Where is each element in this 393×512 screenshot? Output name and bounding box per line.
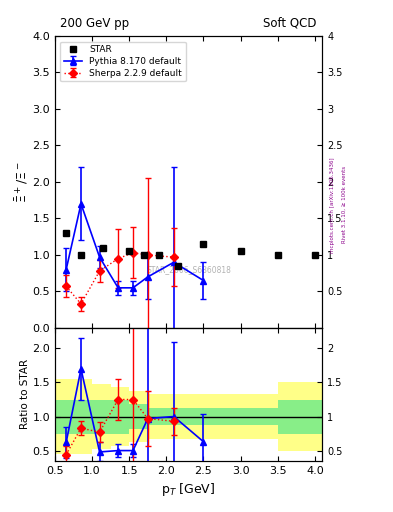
Text: STAR_2006_S6860818: STAR_2006_S6860818 bbox=[146, 265, 231, 274]
Text: mcplots.cern.ch [arXiv:1306.3436]: mcplots.cern.ch [arXiv:1306.3436] bbox=[330, 157, 334, 252]
STAR bbox=[64, 230, 68, 236]
Line: STAR: STAR bbox=[62, 229, 318, 269]
STAR bbox=[312, 252, 317, 258]
STAR bbox=[175, 263, 180, 269]
STAR bbox=[238, 248, 243, 254]
X-axis label: p$_{T}$ [GeV]: p$_{T}$ [GeV] bbox=[162, 481, 216, 498]
STAR bbox=[201, 241, 206, 247]
STAR bbox=[156, 252, 161, 258]
Text: Rivet 3.1.10, ≥ 100k events: Rivet 3.1.10, ≥ 100k events bbox=[342, 166, 346, 243]
STAR bbox=[101, 245, 106, 251]
Legend: STAR, Pythia 8.170 default, Sherpa 2.2.9 default: STAR, Pythia 8.170 default, Sherpa 2.2.9… bbox=[61, 41, 185, 81]
STAR bbox=[142, 252, 147, 258]
STAR bbox=[79, 252, 83, 258]
Text: Soft QCD: Soft QCD bbox=[263, 17, 317, 30]
Y-axis label: $\bar{\Xi}^+/\Xi^-$: $\bar{\Xi}^+/\Xi^-$ bbox=[13, 161, 29, 203]
STAR bbox=[275, 252, 280, 258]
STAR bbox=[127, 248, 132, 254]
Y-axis label: Ratio to STAR: Ratio to STAR bbox=[20, 359, 29, 430]
Text: 200 GeV pp: 200 GeV pp bbox=[61, 17, 129, 30]
